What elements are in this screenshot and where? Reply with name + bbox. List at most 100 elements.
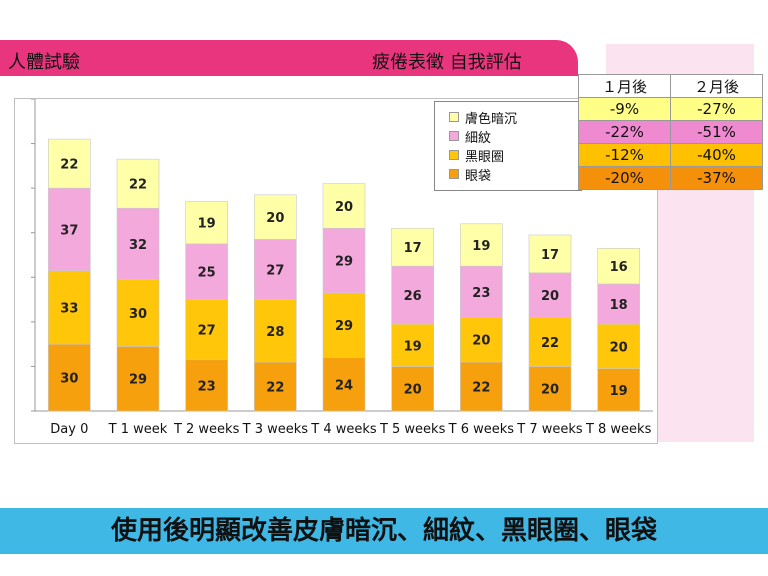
- data-label: 33: [60, 301, 78, 316]
- data-label: 20: [335, 200, 353, 215]
- data-label: 25: [198, 266, 216, 281]
- bar-segment: [254, 194, 297, 240]
- data-label: 29: [335, 255, 353, 270]
- table-cell: -22%: [578, 120, 671, 144]
- bar-segment: [116, 158, 160, 209]
- data-label: 22: [541, 336, 559, 351]
- bar-segment: [322, 227, 366, 294]
- data-label: 20: [541, 289, 559, 304]
- bar-segment: [528, 234, 572, 274]
- legend-label: 黑眼圈: [465, 150, 505, 165]
- table-cell: -9%: [578, 97, 671, 121]
- table-row: -22% -51%: [578, 120, 763, 144]
- table-cell: -12%: [578, 143, 671, 167]
- bar-segment: [48, 187, 91, 271]
- stacked-bar-chart: 30 33 37 22 Day 0 29 30 32 22 T 1 week 23 27 25 19 T 2…: [31, 99, 653, 437]
- table-cell: -27%: [670, 97, 763, 121]
- table-cell: -40%: [670, 143, 763, 167]
- table-cell: -51%: [670, 120, 763, 144]
- data-label: 30: [60, 372, 78, 387]
- data-label: 20: [404, 383, 422, 398]
- data-label: 18: [610, 298, 628, 313]
- data-label: 19: [472, 239, 490, 254]
- title-left: 人體試驗: [8, 52, 80, 73]
- bar-segment: [254, 361, 297, 412]
- bar-segment: [597, 248, 640, 285]
- x-tick-label: T 6 weeks: [448, 422, 515, 437]
- bar-segment: [185, 299, 228, 361]
- improvement-table: １月後 ２月後 -9% -27% -22% -51% -12% -40% -20…: [578, 74, 763, 190]
- table-row: -12% -40%: [578, 143, 763, 167]
- table-cell: -20%: [578, 166, 671, 190]
- bar-segment: [528, 366, 572, 412]
- title-bar: 人體試驗 疲倦表徵 自我評估: [0, 40, 578, 76]
- bar-segment: [528, 272, 572, 318]
- bar-segment: [391, 227, 434, 267]
- data-label: 23: [472, 286, 490, 301]
- bar-segment: [597, 283, 640, 325]
- bar-segment: [460, 223, 503, 267]
- bar-segment: [48, 138, 91, 189]
- bar-segment: [322, 183, 366, 229]
- bar-segment: [322, 292, 366, 358]
- data-label: 28: [266, 325, 284, 340]
- table-header-cell: １月後: [578, 74, 671, 98]
- data-label: 19: [404, 339, 422, 354]
- data-label: 17: [541, 248, 559, 263]
- data-label: 29: [335, 319, 353, 334]
- legend-swatch: [449, 131, 459, 141]
- table-row: -20% -37%: [578, 166, 763, 190]
- data-label: 20: [472, 334, 490, 349]
- table-row: -9% -27%: [578, 97, 763, 121]
- bar-segment: [460, 265, 503, 318]
- legend-label: 眼袋: [465, 169, 492, 184]
- title-right: 疲倦表徵 自我評估: [372, 52, 522, 73]
- legend-label: 細紋: [465, 131, 492, 146]
- data-label: 20: [610, 340, 628, 355]
- legend-swatch: [449, 112, 459, 122]
- table-header-row: １月後 ２月後: [578, 74, 763, 98]
- bar-segment: [597, 368, 640, 412]
- bottom-banner: 使用後明顯改善皮膚暗沉、細紋、黑眼圈、眼袋: [0, 508, 768, 554]
- bar-segment: [254, 239, 297, 300]
- data-label: 29: [129, 373, 147, 388]
- bar-segment: [116, 279, 160, 347]
- data-label: 17: [404, 241, 422, 256]
- x-tick-label: T 4 weeks: [310, 422, 377, 437]
- bar-segment: [185, 201, 228, 245]
- chart-legend: 膚色暗沉 細紋 黑眼圈 眼袋: [434, 101, 582, 191]
- data-label: 26: [404, 289, 422, 304]
- data-label: 30: [129, 307, 147, 322]
- data-label: 23: [198, 379, 216, 394]
- x-tick-label: T 1 week: [108, 422, 168, 437]
- data-label: 16: [610, 260, 628, 275]
- bar-segment: [528, 317, 572, 367]
- x-tick-label: T 2 weeks: [173, 422, 240, 437]
- data-label: 19: [610, 384, 628, 399]
- bar-segment: [48, 343, 91, 412]
- x-tick-label: T 3 weeks: [242, 422, 309, 437]
- bar-segment: [322, 357, 366, 412]
- banner-text: 使用後明顯改善皮膚暗沉、細紋、黑眼圈、眼袋: [110, 516, 657, 546]
- data-label: 22: [60, 158, 78, 173]
- data-label: 32: [129, 238, 147, 253]
- x-tick-label: T 7 weeks: [516, 422, 583, 437]
- data-label: 20: [266, 211, 284, 226]
- data-label: 22: [266, 380, 284, 395]
- bar-segment: [391, 265, 434, 325]
- bar-segment: [597, 323, 640, 369]
- bar-segment: [185, 359, 228, 412]
- legend-label: 膚色暗沉: [465, 112, 518, 127]
- x-tick-label: Day 0: [50, 422, 88, 437]
- data-label: 19: [198, 217, 216, 232]
- x-tick-label: T 5 weeks: [379, 422, 446, 437]
- bar-segment: [391, 323, 434, 367]
- data-label: 27: [198, 324, 216, 339]
- table-header-cell: ２月後: [670, 74, 763, 98]
- data-label: 22: [472, 380, 490, 395]
- x-tick-label: T 8 weeks: [585, 422, 652, 437]
- data-label: 24: [335, 378, 353, 393]
- data-label: 27: [266, 263, 284, 278]
- legend-swatch: [449, 169, 459, 179]
- table-cell: -37%: [670, 166, 763, 190]
